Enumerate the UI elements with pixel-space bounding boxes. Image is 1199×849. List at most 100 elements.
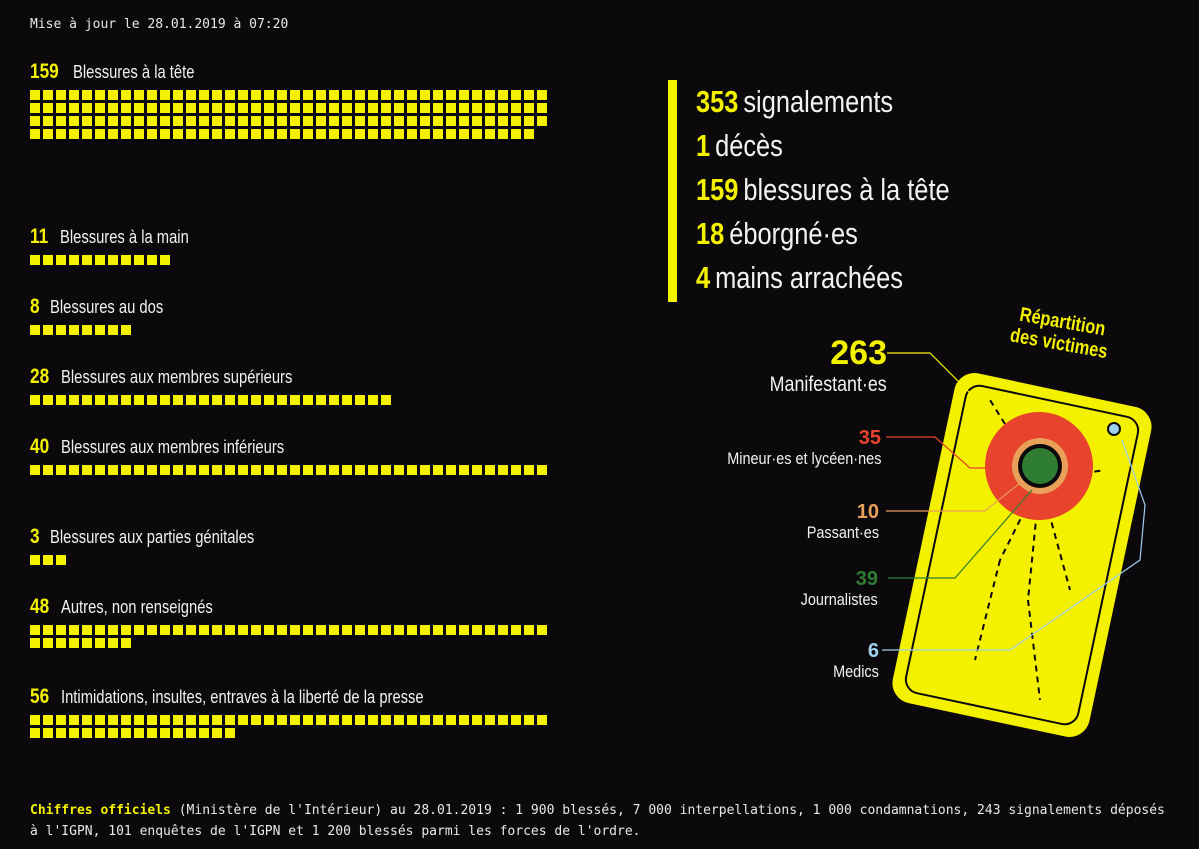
stat-label: décès [715, 128, 783, 163]
unit-square [251, 625, 261, 635]
unit-square [56, 715, 66, 725]
category-block: 48 Autres, non renseignés [30, 595, 547, 648]
unit-square [30, 555, 40, 565]
category-count-label: 159 [30, 60, 59, 83]
unit-square [199, 715, 209, 725]
unit-square [251, 103, 261, 113]
category-block: 28 Blessures aux membres supérieurs [30, 365, 547, 405]
victim-group-minors: 35 Mineur·es et lycéen·nes [700, 427, 881, 469]
unit-square [381, 129, 391, 139]
unit-square [485, 625, 495, 635]
unit-square [329, 129, 339, 139]
victim-group-passersby: 10 Passant·es [794, 501, 879, 543]
unit-square [147, 116, 157, 126]
unit-square [355, 625, 365, 635]
unit-square [134, 103, 144, 113]
unit-square [186, 625, 196, 635]
unit-square [160, 395, 170, 405]
unit-square [459, 625, 469, 635]
unit-square [251, 715, 261, 725]
unit-square [264, 465, 274, 475]
category-block: 8 Blessures au dos [30, 295, 547, 335]
unit-square [108, 103, 118, 113]
unit-square [290, 90, 300, 100]
unit-square [485, 129, 495, 139]
unit-square [199, 395, 209, 405]
unit-square [186, 90, 196, 100]
unit-square [56, 325, 66, 335]
unit-square [511, 715, 521, 725]
unit-square [95, 90, 105, 100]
unit-square [121, 255, 131, 265]
unit-square [212, 129, 222, 139]
category-label: Blessures à la main [60, 227, 190, 247]
unit-square [511, 465, 521, 475]
category-unit-grid [30, 625, 547, 648]
category-count-label: 48 [30, 595, 50, 618]
unit-square [420, 90, 430, 100]
unit-square [43, 255, 53, 265]
unit-square [316, 625, 326, 635]
category-unit-grid [30, 325, 547, 335]
unit-square [277, 103, 287, 113]
unit-square [199, 129, 209, 139]
unit-square [238, 465, 248, 475]
unit-square [407, 90, 417, 100]
unit-square [407, 715, 417, 725]
unit-square [329, 116, 339, 126]
unit-square [121, 465, 131, 475]
unit-square [472, 129, 482, 139]
unit-square [277, 625, 287, 635]
stat-line: 4 mains arrachées [696, 256, 1005, 300]
unit-square [277, 90, 287, 100]
unit-square [342, 103, 352, 113]
unit-square [43, 129, 53, 139]
unit-square [56, 395, 66, 405]
unit-square [238, 625, 248, 635]
unit-square [277, 715, 287, 725]
unit-square [394, 465, 404, 475]
unit-square [433, 715, 443, 725]
unit-square [264, 625, 274, 635]
unit-square [212, 625, 222, 635]
unit-square [43, 90, 53, 100]
unit-square [511, 103, 521, 113]
category-unit-grid [30, 555, 547, 565]
unit-square [95, 728, 105, 738]
unit-square [225, 129, 235, 139]
unit-square [108, 90, 118, 100]
unit-square [329, 395, 339, 405]
unit-square [225, 395, 235, 405]
unit-square [238, 90, 248, 100]
unit-square [368, 90, 378, 100]
unit-square [394, 715, 404, 725]
unit-square [446, 103, 456, 113]
unit-square [355, 116, 365, 126]
unit-square [56, 129, 66, 139]
unit-square [30, 325, 40, 335]
unit-square [498, 116, 508, 126]
unit-square [225, 90, 235, 100]
footer-text: (Ministère de l'Intérieur) au 28.01.2019… [30, 803, 1165, 839]
unit-square [264, 715, 274, 725]
unit-square [173, 90, 183, 100]
unit-square [355, 465, 365, 475]
category-header: 28 Blessures aux membres supérieurs [30, 365, 547, 391]
unit-square [303, 129, 313, 139]
unit-square [355, 129, 365, 139]
unit-square [43, 728, 53, 738]
unit-square [368, 116, 378, 126]
unit-square [212, 90, 222, 100]
unit-square [147, 103, 157, 113]
unit-square [82, 325, 92, 335]
unit-square [420, 116, 430, 126]
unit-square [121, 325, 131, 335]
unit-square [251, 90, 261, 100]
camera-medics-dot [1107, 422, 1121, 436]
category-header: 3 Blessures aux parties génitales [30, 525, 547, 551]
unit-square [511, 116, 521, 126]
unit-square [108, 465, 118, 475]
unit-square [134, 625, 144, 635]
category-unit-grid [30, 90, 547, 139]
category-label: Intimidations, insultes, entraves à la l… [61, 687, 424, 707]
